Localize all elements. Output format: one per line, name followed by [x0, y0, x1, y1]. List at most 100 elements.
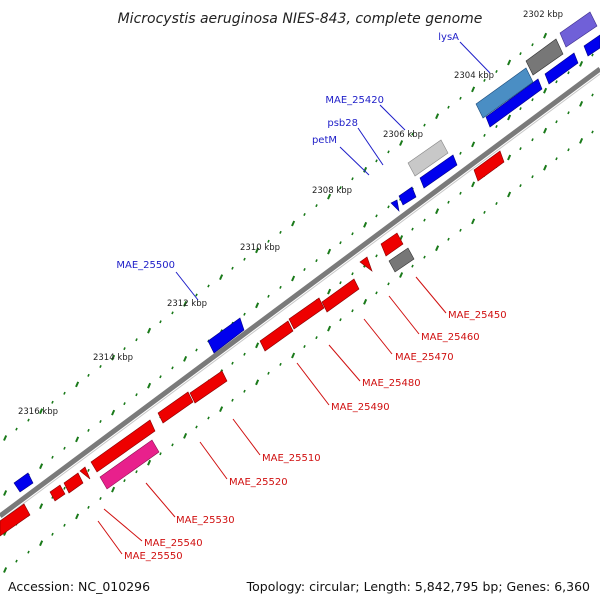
- gene-label-MAE_25490[interactable]: MAE_25490: [331, 402, 390, 413]
- gene-arrow-forward[interactable]: [583, 34, 600, 57]
- tick-dot: [219, 406, 224, 413]
- tick-dot: [291, 275, 296, 282]
- gene-arrow-reverse[interactable]: [157, 391, 194, 424]
- tick-dot: [99, 419, 102, 424]
- gene-arrow-forward[interactable]: [13, 472, 34, 493]
- tick-dot: [351, 272, 354, 276]
- genome-backbone: [0, 66, 600, 522]
- tick-dot: [99, 496, 102, 501]
- gene-arrow-forward[interactable]: [544, 52, 579, 85]
- tick-dot: [51, 455, 54, 459]
- tick-dot: [327, 325, 332, 332]
- gene-label-MAE_25540[interactable]: MAE_25540: [144, 538, 203, 549]
- gene-arrow-reverse[interactable]: [473, 150, 505, 182]
- tick-dot: [411, 264, 414, 268]
- feature-light-gray[interactable]: [407, 139, 449, 177]
- tick-dot: [231, 266, 234, 270]
- gene-label-MAE_25420[interactable]: MAE_25420: [325, 95, 384, 106]
- tick-dot: [39, 408, 44, 415]
- gene-label-psb28[interactable]: psb28: [327, 118, 358, 129]
- kbp-tick-labels: 2302 kbp 2304 kbp 2306 kbp 2308 kbp 2310…: [18, 10, 563, 417]
- feature-pink[interactable]: [99, 439, 160, 490]
- gene-arrow-reverse[interactable]: [380, 232, 404, 257]
- gene-arrow-reverse[interactable]: [259, 320, 294, 352]
- tick-dot: [39, 503, 44, 510]
- tick-dot: [195, 425, 198, 429]
- tick-dot: [267, 294, 270, 298]
- gene-label-MAE_25500[interactable]: MAE_25500: [116, 260, 175, 271]
- gene-arrow-reverse[interactable]: [49, 484, 66, 502]
- gene-label-MAE_25470[interactable]: MAE_25470: [395, 352, 454, 363]
- tick-dot: [147, 459, 152, 466]
- tick-dot: [399, 272, 404, 278]
- topology-text: Topology: circular; Length: 5,842,795 bp…: [246, 579, 590, 594]
- tick-dot: [531, 175, 534, 179]
- tick-label-2314: 2314 kbp: [93, 353, 133, 363]
- gene-arrow-forward[interactable]: [398, 186, 417, 206]
- feature-blue[interactable]: [475, 67, 534, 119]
- forward-gene-labels: lysA MAE_25420 psb28 petM MAE_25500: [116, 32, 459, 271]
- tick-dot: [543, 127, 548, 134]
- tick-dot: [231, 398, 234, 402]
- gene-label-petM[interactable]: petM: [312, 135, 337, 146]
- gene-label-lysA[interactable]: lysA: [438, 32, 459, 43]
- gene-label-MAE_25450[interactable]: MAE_25450: [448, 310, 507, 321]
- gene-label-MAE_25530[interactable]: MAE_25530: [176, 515, 235, 526]
- tick-dot: [207, 284, 210, 288]
- tick-dot: [87, 428, 90, 432]
- tick-dot: [339, 241, 342, 245]
- gene-label-MAE_25480[interactable]: MAE_25480: [362, 378, 421, 389]
- tick-dot: [471, 86, 476, 93]
- gene-arrow-reverse[interactable]: [288, 297, 325, 330]
- gene-label-MAE_25460[interactable]: MAE_25460: [421, 332, 480, 343]
- gene-arrow-reverse[interactable]: [0, 503, 31, 537]
- gene-arrow-reverse[interactable]: [359, 256, 373, 272]
- gene-arrow-forward[interactable]: [207, 317, 245, 354]
- feature-purple[interactable]: [559, 11, 598, 48]
- tick-dot: [39, 540, 44, 547]
- gene-arrow-forward[interactable]: [390, 199, 400, 212]
- tick-dot: [483, 133, 486, 137]
- tick-dot: [531, 98, 534, 102]
- tick-dot: [255, 379, 260, 386]
- tick-label-2306: 2306 kbp: [383, 130, 423, 140]
- tick-dot: [111, 409, 116, 416]
- gene-arrow-forward[interactable]: [485, 78, 543, 128]
- tick-dot: [159, 452, 162, 456]
- tick-dot: [339, 186, 342, 190]
- feature-gray-small[interactable]: [388, 247, 415, 273]
- gene-arrow-reverse[interactable]: [63, 472, 84, 494]
- gene-arrow-reverse[interactable]: [189, 370, 228, 404]
- gene-label-MAE_25520[interactable]: MAE_25520: [229, 477, 288, 488]
- accession-text: Accession: NC_010296: [8, 579, 151, 594]
- tick-dot: [543, 32, 548, 39]
- tick-dot: [483, 78, 486, 82]
- gene-label-MAE_25550[interactable]: MAE_25550: [124, 551, 183, 562]
- tick-dot: [63, 391, 66, 395]
- gene-arrow-reverse[interactable]: [90, 419, 156, 473]
- tick-dot: [555, 80, 558, 84]
- tick-dot: [183, 355, 188, 362]
- tick-dot: [459, 228, 462, 232]
- tick-dot: [327, 193, 332, 200]
- tick-dot: [99, 364, 102, 369]
- tick-dot: [15, 559, 18, 563]
- tick-dot: [447, 200, 450, 204]
- tick-dot: [435, 113, 440, 120]
- tick-dot: [339, 281, 342, 285]
- gene-arrow-reverse[interactable]: [79, 466, 91, 480]
- gene-arrow-forward[interactable]: [419, 154, 458, 189]
- tick-dot: [87, 505, 90, 509]
- tick-dot: [423, 123, 426, 127]
- tick-dot: [327, 248, 332, 255]
- tick-dot: [75, 513, 80, 520]
- tick-dot: [447, 105, 450, 109]
- gene-arrow-reverse[interactable]: [321, 278, 360, 313]
- tick-dot: [471, 141, 476, 148]
- tick-dot: [27, 550, 30, 554]
- gene-label-MAE_25510[interactable]: MAE_25510: [262, 453, 321, 464]
- tick-dot: [519, 184, 522, 188]
- feature-gray[interactable]: [525, 38, 564, 76]
- tick-dot: [3, 435, 8, 441]
